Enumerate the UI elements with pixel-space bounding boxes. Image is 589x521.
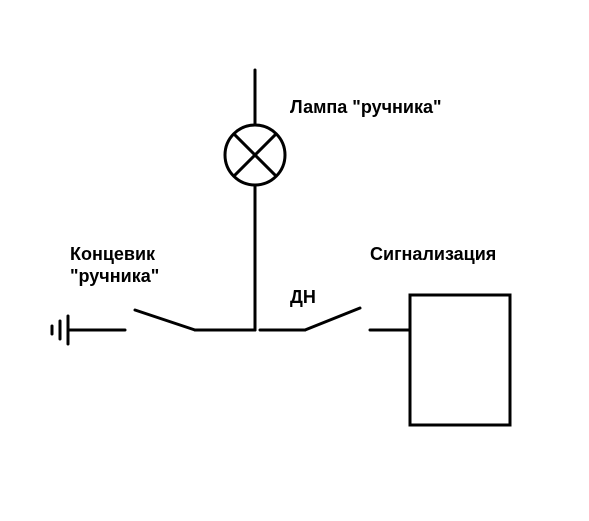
switch1-arm [135, 310, 195, 330]
lamp-label: Лампа "ручника" [290, 97, 442, 117]
switch2-arm [305, 308, 360, 330]
ground-icon [52, 316, 80, 344]
alarm-box [410, 295, 510, 425]
limit-switch-label-line1: Концевик [70, 244, 156, 264]
alarm-label: Сигнализация [370, 244, 496, 264]
lamp-symbol [225, 125, 285, 185]
circuit-diagram: Лампа "ручника" Концевик "ручника" ДН Си… [0, 0, 589, 521]
dn-label: ДН [290, 287, 316, 307]
limit-switch-label-line2: "ручника" [70, 266, 159, 286]
